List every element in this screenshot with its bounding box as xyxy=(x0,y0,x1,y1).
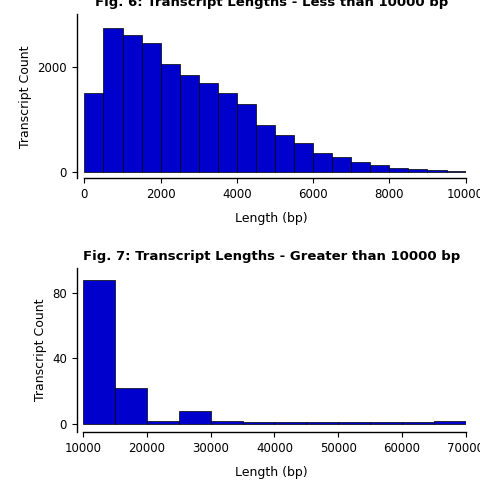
Bar xyxy=(332,157,351,172)
Bar xyxy=(218,93,237,172)
Bar xyxy=(180,75,199,172)
Bar xyxy=(256,125,275,172)
Bar xyxy=(389,168,408,172)
Title: Fig. 6: Transcript Lengths - Less than 10000 bp: Fig. 6: Transcript Lengths - Less than 1… xyxy=(95,0,448,9)
Bar xyxy=(242,422,275,424)
Bar xyxy=(370,422,402,424)
Bar xyxy=(147,420,179,424)
Bar xyxy=(275,135,294,172)
Bar xyxy=(313,154,332,172)
Bar xyxy=(402,422,434,424)
Bar xyxy=(434,420,466,424)
Bar xyxy=(179,411,211,424)
Bar xyxy=(237,104,256,172)
Bar xyxy=(275,422,306,424)
X-axis label: Length (bp): Length (bp) xyxy=(235,466,308,479)
Bar xyxy=(199,83,218,172)
Bar xyxy=(161,64,180,172)
Bar xyxy=(211,420,242,424)
Bar xyxy=(115,388,147,424)
Bar xyxy=(142,43,161,172)
Bar xyxy=(428,170,446,172)
Bar xyxy=(294,143,313,172)
Bar xyxy=(446,171,466,172)
Bar xyxy=(351,162,370,172)
Bar xyxy=(370,165,389,172)
Bar xyxy=(83,280,115,424)
Y-axis label: Transcript Count: Transcript Count xyxy=(34,299,47,401)
Bar xyxy=(104,27,122,172)
Bar xyxy=(408,169,428,172)
Bar xyxy=(122,36,142,172)
Bar xyxy=(84,93,104,172)
Y-axis label: Transcript Count: Transcript Count xyxy=(19,45,32,147)
Bar xyxy=(306,422,338,424)
X-axis label: Length (bp): Length (bp) xyxy=(235,212,308,225)
Title: Fig. 7: Transcript Lengths - Greater than 10000 bp: Fig. 7: Transcript Lengths - Greater tha… xyxy=(83,250,460,263)
Bar xyxy=(338,422,370,424)
